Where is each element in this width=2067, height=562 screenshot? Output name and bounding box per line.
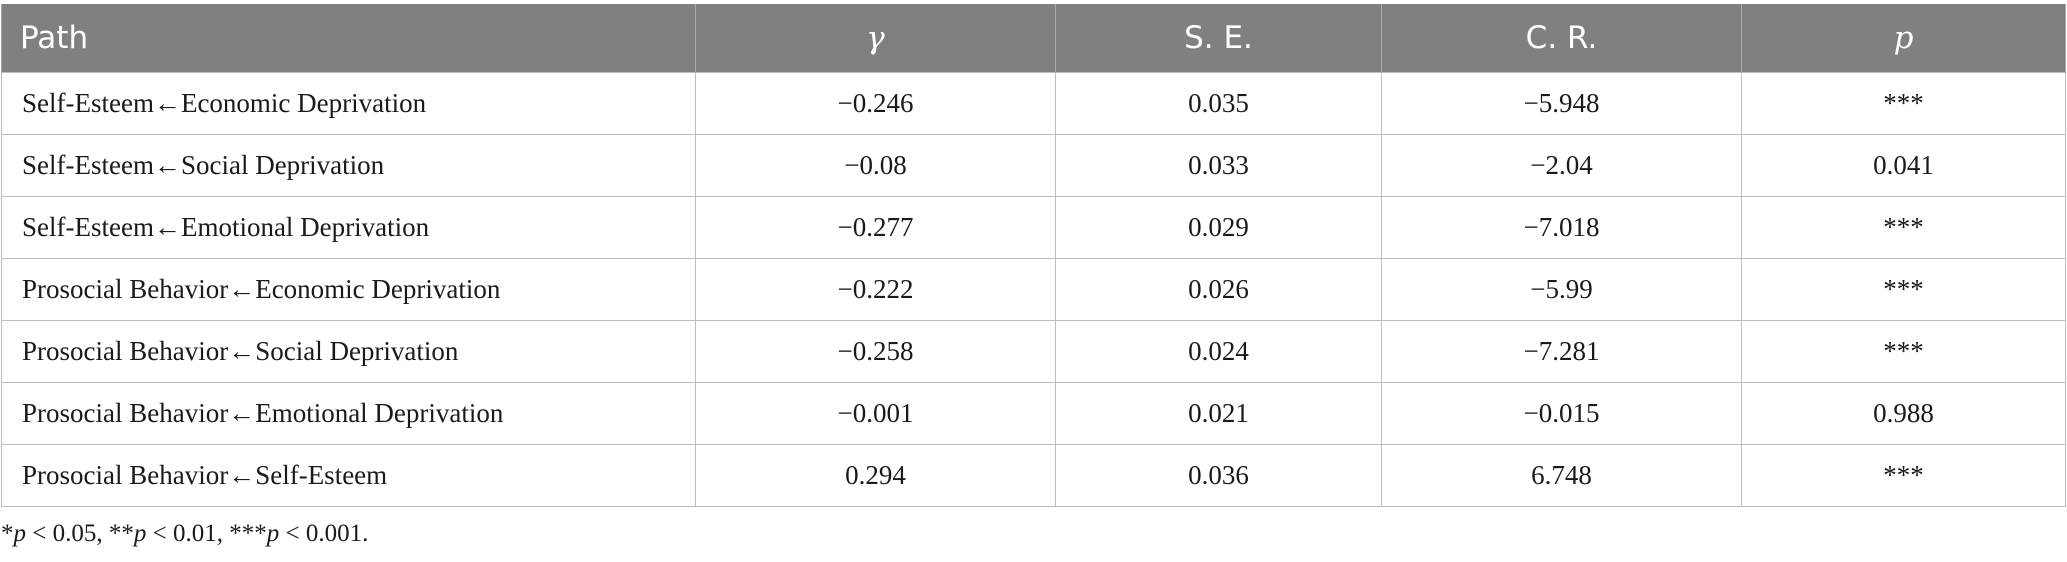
footnote-text: < 0.001. — [279, 520, 369, 547]
results-table-container: Path γ S. E. C. R. p Self-Esteem←Economi… — [1, 4, 2066, 507]
table-row: Self-Esteem←Social Deprivation −0.08 0.0… — [1, 134, 2066, 197]
p-cell: *** — [1741, 258, 2066, 321]
cr-cell: −7.281 — [1381, 320, 1742, 383]
column-header-gamma: γ — [695, 4, 1056, 73]
path-cell: Prosocial Behavior←Self-Esteem — [1, 444, 696, 507]
cr-cell: −0.015 — [1381, 382, 1742, 445]
table-footnote: *p < 0.05, **p < 0.01, ***p < 0.001. — [1, 520, 368, 548]
footnote-star: * — [1, 520, 14, 547]
column-header-path: Path — [1, 4, 696, 73]
footnote-p-symbol: p — [133, 520, 147, 547]
footnote-p-symbol: p — [266, 520, 280, 547]
path-cell: Prosocial Behavior←Economic Deprivation — [1, 258, 696, 321]
gamma-cell: −0.246 — [695, 72, 1056, 135]
se-cell: 0.033 — [1055, 134, 1382, 197]
gamma-cell: −0.08 — [695, 134, 1056, 197]
column-header-se: S. E. — [1055, 4, 1382, 73]
gamma-cell: −0.222 — [695, 258, 1056, 321]
table-row: Prosocial Behavior←Economic Deprivation … — [1, 258, 2066, 321]
table-row: Self-Esteem←Emotional Deprivation −0.277… — [1, 196, 2066, 259]
p-cell: *** — [1741, 320, 2066, 383]
table-header-row: Path γ S. E. C. R. p — [1, 4, 2066, 73]
p-cell: *** — [1741, 196, 2066, 259]
cr-cell: −5.99 — [1381, 258, 1742, 321]
gamma-cell: 0.294 — [695, 444, 1056, 507]
path-cell: Self-Esteem←Social Deprivation — [1, 134, 696, 197]
path-cell: Self-Esteem←Economic Deprivation — [1, 72, 696, 135]
path-cell: Self-Esteem←Emotional Deprivation — [1, 196, 696, 259]
path-cell: Prosocial Behavior←Social Deprivation — [1, 320, 696, 383]
p-cell: 0.041 — [1741, 134, 2066, 197]
footnote-text: < 0.01, *** — [146, 520, 267, 547]
p-cell: 0.988 — [1741, 382, 2066, 445]
table-row: Self-Esteem←Economic Deprivation −0.246 … — [1, 72, 2066, 135]
p-symbol: p — [1893, 20, 1914, 56]
footnote-text: < 0.05, ** — [26, 520, 134, 547]
se-cell: 0.024 — [1055, 320, 1382, 383]
se-cell: 0.036 — [1055, 444, 1382, 507]
se-cell: 0.026 — [1055, 258, 1382, 321]
cr-cell: 6.748 — [1381, 444, 1742, 507]
table-row: Prosocial Behavior←Emotional Deprivation… — [1, 382, 2066, 445]
column-header-cr: C. R. — [1381, 4, 1742, 73]
se-cell: 0.035 — [1055, 72, 1382, 135]
p-cell: *** — [1741, 444, 2066, 507]
table-row: Prosocial Behavior←Social Deprivation −0… — [1, 320, 2066, 383]
cr-cell: −5.948 — [1381, 72, 1742, 135]
path-cell: Prosocial Behavior←Emotional Deprivation — [1, 382, 696, 445]
gamma-cell: −0.258 — [695, 320, 1056, 383]
table-row: Prosocial Behavior←Self-Esteem 0.294 0.0… — [1, 444, 2066, 507]
footnote-p-symbol: p — [13, 520, 27, 547]
gamma-cell: −0.277 — [695, 196, 1056, 259]
path-coefficients-table: Path γ S. E. C. R. p Self-Esteem←Economi… — [1, 4, 2066, 507]
cr-cell: −2.04 — [1381, 134, 1742, 197]
se-cell: 0.029 — [1055, 196, 1382, 259]
gamma-cell: −0.001 — [695, 382, 1056, 445]
se-cell: 0.021 — [1055, 382, 1382, 445]
column-header-p: p — [1741, 4, 2066, 73]
cr-cell: −7.018 — [1381, 196, 1742, 259]
gamma-symbol: γ — [866, 20, 885, 56]
p-cell: *** — [1741, 72, 2066, 135]
